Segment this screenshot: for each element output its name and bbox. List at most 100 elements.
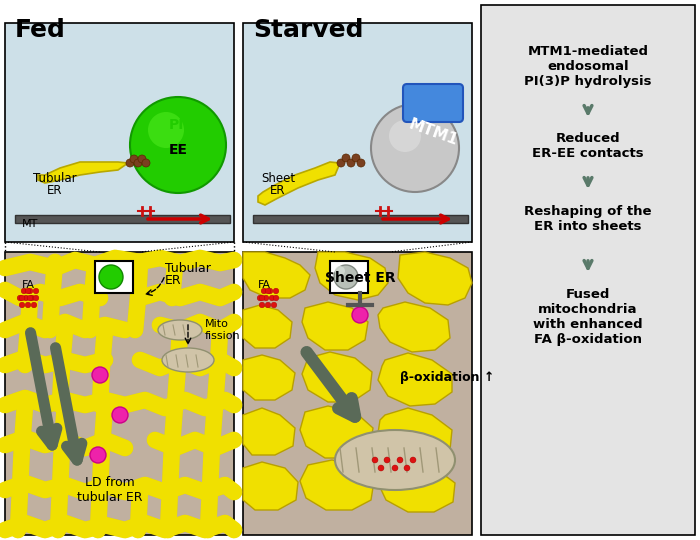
Circle shape (357, 159, 365, 167)
Circle shape (33, 295, 38, 301)
Polygon shape (378, 353, 452, 406)
Polygon shape (302, 302, 368, 350)
Polygon shape (243, 252, 310, 298)
Circle shape (342, 154, 350, 162)
Circle shape (273, 288, 279, 294)
Polygon shape (243, 462, 298, 510)
Polygon shape (258, 162, 340, 205)
FancyBboxPatch shape (403, 84, 463, 122)
Ellipse shape (158, 320, 202, 340)
Polygon shape (378, 462, 455, 512)
Circle shape (397, 457, 403, 463)
Circle shape (21, 288, 27, 294)
Circle shape (92, 367, 108, 383)
Text: MTM1-mediated
endosomal
PI(3)P hydrolysis: MTM1-mediated endosomal PI(3)P hydrolysi… (524, 45, 652, 88)
Circle shape (90, 447, 106, 463)
Circle shape (23, 295, 29, 301)
Text: Mito
fission: Mito fission (205, 319, 241, 341)
Text: MT: MT (22, 219, 38, 229)
Bar (253, 215, 468, 223)
Circle shape (32, 302, 37, 308)
Bar (481, 5, 695, 535)
Polygon shape (243, 408, 295, 455)
Circle shape (378, 465, 384, 471)
Circle shape (257, 295, 262, 301)
Circle shape (334, 265, 358, 289)
Circle shape (25, 288, 31, 294)
Text: LD from
tubular ER: LD from tubular ER (77, 476, 143, 504)
Text: Reduced
ER-EE contacts: Reduced ER-EE contacts (532, 132, 644, 160)
Polygon shape (300, 406, 373, 458)
Circle shape (130, 155, 138, 163)
Circle shape (410, 457, 416, 463)
Circle shape (265, 302, 271, 308)
Circle shape (273, 295, 279, 301)
Circle shape (25, 302, 31, 308)
Circle shape (138, 155, 146, 163)
Text: FA: FA (22, 280, 35, 290)
Bar (5, 252, 234, 535)
Circle shape (389, 120, 421, 152)
Circle shape (148, 112, 184, 148)
Circle shape (99, 265, 123, 289)
Text: ER: ER (165, 273, 181, 287)
Text: Sheet ER: Sheet ER (325, 271, 395, 285)
Text: ER: ER (48, 184, 63, 197)
Polygon shape (38, 162, 128, 183)
Circle shape (27, 295, 33, 301)
Text: β-oxidation ↑: β-oxidation ↑ (400, 372, 494, 384)
Circle shape (259, 302, 265, 308)
Circle shape (130, 97, 226, 193)
Circle shape (126, 159, 134, 167)
Text: FA: FA (258, 280, 271, 290)
Polygon shape (398, 252, 472, 305)
Polygon shape (243, 305, 292, 348)
Text: EE: EE (169, 143, 188, 157)
Text: PI3P: PI3P (169, 118, 204, 132)
Circle shape (267, 288, 273, 294)
Text: Tubular: Tubular (165, 261, 211, 274)
Circle shape (27, 288, 33, 294)
Text: Sheet: Sheet (261, 172, 295, 185)
Circle shape (372, 457, 378, 463)
Polygon shape (302, 352, 372, 402)
Circle shape (404, 465, 410, 471)
Circle shape (392, 465, 398, 471)
Circle shape (352, 307, 368, 323)
Bar (5, 23, 234, 242)
Text: Fed: Fed (15, 18, 66, 42)
Polygon shape (300, 460, 374, 510)
Text: Reshaping of the
ER into sheets: Reshaping of the ER into sheets (524, 205, 652, 233)
Circle shape (18, 295, 23, 301)
Polygon shape (378, 408, 452, 460)
Ellipse shape (335, 430, 455, 490)
Bar (243, 23, 472, 242)
Bar (15, 215, 230, 223)
Circle shape (33, 288, 38, 294)
Polygon shape (378, 302, 450, 352)
Circle shape (29, 295, 35, 301)
Polygon shape (243, 355, 295, 400)
Circle shape (134, 159, 142, 167)
Circle shape (347, 159, 355, 167)
Text: Tubular: Tubular (33, 172, 77, 185)
Circle shape (337, 159, 345, 167)
Circle shape (270, 295, 275, 301)
Text: Starved: Starved (253, 18, 363, 42)
Polygon shape (315, 252, 388, 300)
Text: ER: ER (270, 184, 286, 197)
Bar (330, 261, 368, 293)
Text: MTM1: MTM1 (407, 117, 460, 149)
Circle shape (19, 302, 24, 308)
Bar (95, 261, 133, 293)
Circle shape (335, 266, 345, 276)
Circle shape (261, 288, 267, 294)
Circle shape (352, 154, 360, 162)
Circle shape (19, 295, 24, 301)
Bar (243, 252, 472, 535)
Circle shape (384, 457, 390, 463)
Circle shape (371, 104, 459, 192)
Text: Fused
mitochondria
with enhanced
FA β-oxidation: Fused mitochondria with enhanced FA β-ox… (533, 288, 643, 346)
Circle shape (259, 295, 265, 301)
Ellipse shape (162, 348, 214, 372)
